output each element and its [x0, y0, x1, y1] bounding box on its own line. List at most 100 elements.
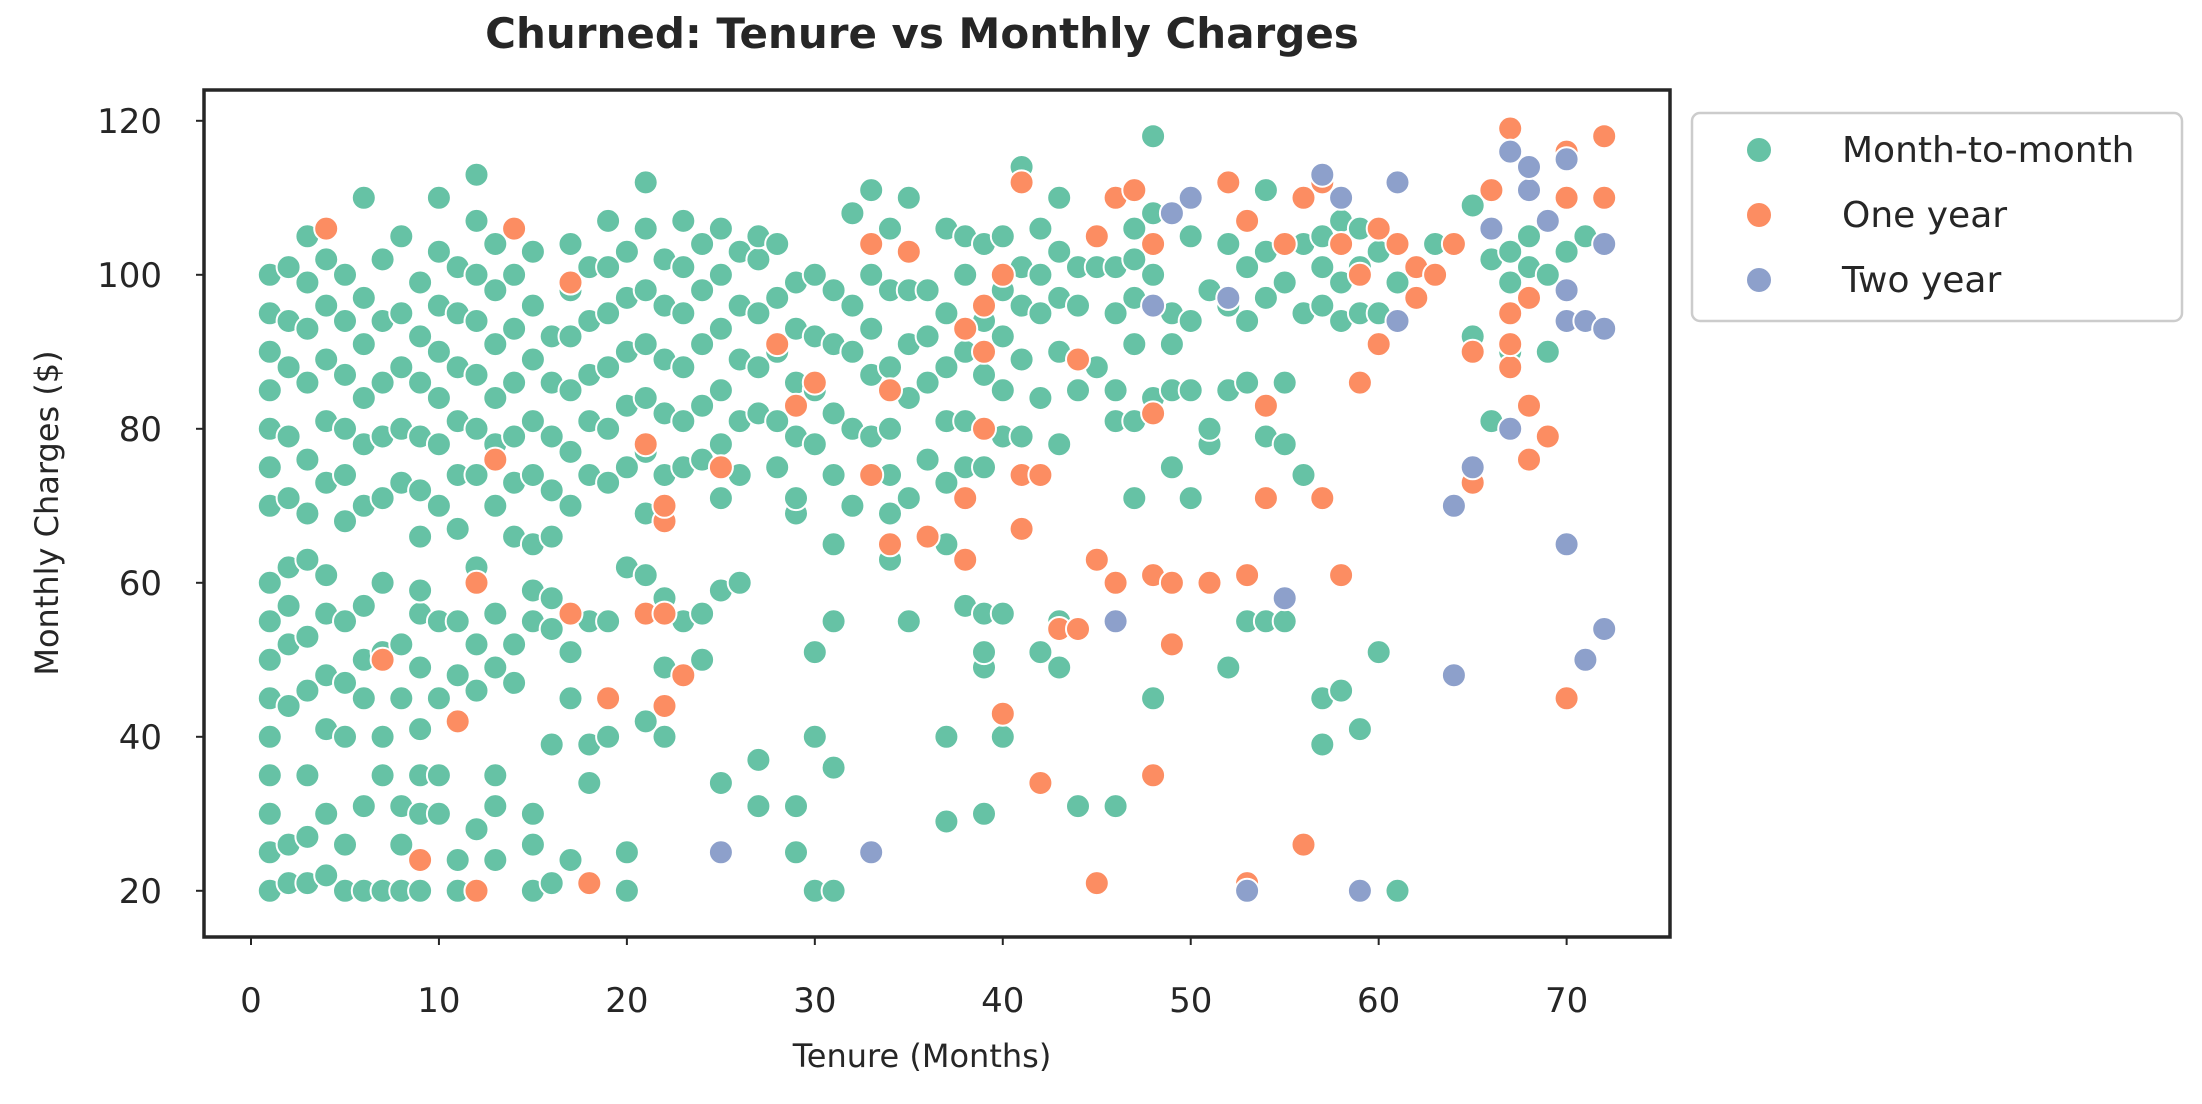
point-month-to-month	[482, 331, 509, 358]
point-one-year	[764, 331, 791, 358]
point-month-to-month	[463, 816, 490, 843]
point-one-year	[313, 215, 340, 242]
y-tick-label: 120	[97, 102, 162, 142]
point-month-to-month	[463, 462, 490, 488]
point-one-year	[1591, 184, 1618, 211]
point-month-to-month	[425, 184, 452, 211]
point-month-to-month	[294, 315, 321, 342]
point-month-to-month	[350, 184, 377, 211]
point-month-to-month	[895, 184, 922, 211]
point-one-year	[1384, 231, 1411, 257]
point-month-to-month	[519, 292, 546, 319]
point-one-year	[914, 523, 941, 550]
point-month-to-month	[1027, 215, 1054, 242]
legend-marker	[1745, 266, 1773, 294]
y-tick-label: 40	[119, 718, 162, 758]
point-one-year	[1459, 338, 1486, 365]
point-month-to-month	[820, 277, 847, 304]
point-month-to-month	[407, 577, 434, 604]
point-one-year	[707, 454, 734, 481]
x-axis-ticks: 0 10 20 30 40 50 60 70	[240, 937, 1588, 1021]
point-month-to-month	[745, 354, 772, 381]
point-month-to-month	[256, 646, 283, 673]
point-month-to-month	[425, 762, 452, 789]
point-month-to-month	[595, 207, 622, 234]
point-one-year	[1140, 400, 1167, 427]
point-month-to-month	[1497, 269, 1524, 296]
point-month-to-month	[783, 485, 809, 512]
point-month-to-month	[1534, 261, 1561, 288]
point-month-to-month	[1365, 639, 1392, 666]
point-month-to-month	[538, 423, 565, 450]
chart-title: Churned: Tenure vs Monthly Charges	[485, 9, 1359, 58]
point-month-to-month	[369, 762, 396, 789]
point-month-to-month	[501, 369, 528, 396]
point-month-to-month	[407, 323, 434, 350]
point-month-to-month	[877, 215, 903, 242]
point-month-to-month	[538, 523, 565, 550]
point-month-to-month	[482, 385, 509, 411]
point-one-year	[1516, 446, 1542, 473]
point-month-to-month	[1121, 485, 1148, 512]
point-month-to-month	[707, 215, 734, 242]
point-two-year	[1591, 231, 1618, 257]
point-month-to-month	[425, 431, 452, 458]
point-month-to-month	[914, 369, 941, 396]
legend-label: Two year	[1841, 260, 2001, 301]
point-one-year	[1234, 562, 1261, 589]
point-month-to-month	[613, 877, 640, 904]
point-month-to-month	[538, 616, 565, 642]
point-month-to-month	[1553, 238, 1580, 265]
point-two-year	[1591, 315, 1618, 342]
point-month-to-month	[1309, 292, 1336, 319]
point-one-year	[1158, 631, 1185, 658]
point-month-to-month	[1121, 215, 1148, 242]
point-month-to-month	[689, 231, 716, 257]
point-month-to-month	[595, 723, 622, 750]
point-month-to-month	[632, 708, 659, 735]
point-month-to-month	[1046, 184, 1073, 211]
point-month-to-month	[463, 677, 490, 704]
point-month-to-month	[895, 608, 922, 635]
point-month-to-month	[275, 693, 302, 719]
point-month-to-month	[1271, 269, 1298, 296]
point-month-to-month	[764, 408, 791, 435]
point-one-year	[1346, 369, 1373, 396]
point-month-to-month	[632, 385, 659, 411]
point-one-year	[651, 693, 678, 719]
point-month-to-month	[1196, 415, 1223, 442]
point-month-to-month	[332, 361, 358, 388]
point-month-to-month	[256, 377, 283, 404]
point-month-to-month	[557, 231, 584, 257]
point-one-year	[1346, 261, 1373, 288]
point-one-year	[952, 546, 979, 573]
point-month-to-month	[369, 369, 396, 396]
point-month-to-month	[350, 284, 377, 311]
point-one-year	[1102, 569, 1129, 596]
x-tick-label: 30	[793, 981, 836, 1021]
point-one-year	[1516, 284, 1542, 311]
point-month-to-month	[971, 800, 997, 827]
point-one-year	[1290, 831, 1317, 858]
point-month-to-month	[1516, 223, 1542, 250]
point-month-to-month	[1384, 269, 1411, 296]
point-month-to-month	[313, 800, 340, 827]
point-one-year	[1365, 215, 1392, 242]
point-month-to-month	[407, 716, 434, 743]
point-month-to-month	[1459, 192, 1486, 219]
point-month-to-month	[350, 793, 377, 820]
legend-marker	[1745, 201, 1773, 229]
point-month-to-month	[707, 770, 734, 796]
x-tick-label: 70	[1545, 981, 1588, 1021]
point-month-to-month	[463, 261, 490, 288]
point-month-to-month	[1065, 377, 1091, 404]
point-month-to-month	[801, 723, 828, 750]
point-month-to-month	[971, 639, 997, 666]
point-two-year	[1140, 292, 1167, 319]
point-one-year	[1083, 546, 1110, 573]
x-tick-label: 0	[240, 981, 262, 1021]
point-month-to-month	[877, 354, 903, 381]
point-month-to-month	[557, 685, 584, 712]
point-month-to-month	[989, 600, 1016, 627]
point-one-year	[1497, 115, 1524, 142]
